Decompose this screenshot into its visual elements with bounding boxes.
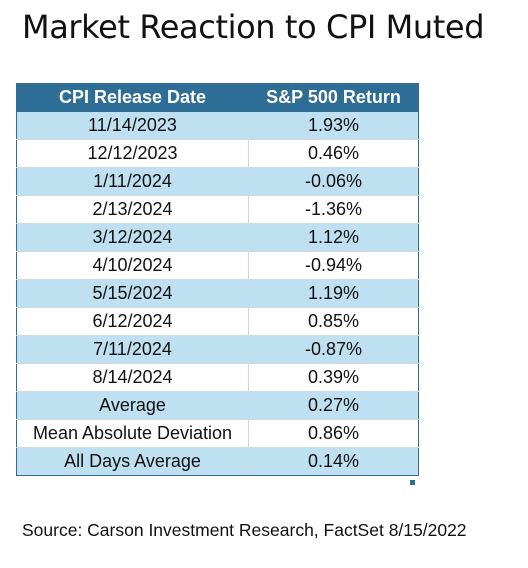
cell-release-date: 11/14/2023 [16, 111, 249, 140]
cell-sp500-return: 1.12% [248, 223, 419, 252]
cell-sp500-return: 0.85% [248, 307, 419, 336]
cell-sp500-return: -1.36% [248, 195, 419, 224]
table-row: 6/12/2024 0.85% [16, 307, 419, 336]
cell-sp500-return: 0.86% [248, 419, 419, 448]
table-row: 12/12/2023 0.46% [16, 139, 419, 168]
column-header-sp500-return: S&P 500 Return [248, 83, 419, 112]
table-row: Average 0.27% [16, 391, 419, 420]
cell-sp500-return: 1.93% [248, 111, 419, 140]
table-row: 5/15/2024 1.19% [16, 279, 419, 308]
table-row: 1/11/2024 -0.06% [16, 167, 419, 196]
cell-release-date: 3/12/2024 [16, 223, 249, 252]
cell-release-date: 2/13/2024 [16, 195, 249, 224]
cell-sp500-return: -0.87% [248, 335, 419, 364]
table-row: 3/12/2024 1.12% [16, 223, 419, 252]
cell-release-date: All Days Average [16, 447, 249, 476]
cell-release-date: 7/11/2024 [16, 335, 249, 364]
cell-release-date: Average [16, 391, 249, 420]
table-body: 11/14/2023 1.93% 12/12/2023 0.46% 1/11/2024-… [16, 111, 419, 476]
cell-sp500-return: 0.46% [248, 139, 419, 168]
source-note: Source: Carson Investment Research, Fact… [22, 520, 467, 540]
cell-sp500-return: 0.27% [248, 391, 419, 420]
table-row: 7/11/2024 -0.87% [16, 335, 419, 364]
cell-sp500-return: 0.14% [248, 447, 419, 476]
cell-sp500-return: 1.19% [248, 279, 419, 308]
table-row: 8/14/2024 0.39% [16, 363, 419, 392]
cell-sp500-return: 0.39% [248, 363, 419, 392]
table-row: 4/10/2024 -0.94% [16, 251, 419, 280]
cell-release-date: 5/15/2024 [16, 279, 249, 308]
column-header-release-date: CPI Release Date [16, 83, 249, 112]
cell-release-date: 12/12/2023 [16, 139, 249, 168]
cpi-returns-table: CPI Release Date S&P 500 Return 11/14/20… [16, 83, 419, 476]
table-resize-handle[interactable] [410, 480, 415, 485]
cell-release-date: 6/12/2024 [16, 307, 249, 336]
cell-release-date: 1/11/2024 [16, 167, 249, 196]
table-row: All Days Average 0.14% [16, 447, 419, 476]
cell-release-date: Mean Absolute Deviation [16, 419, 249, 448]
table-row: Mean Absolute Deviation 0.86% [16, 419, 419, 448]
table-row: 2/13/2024 -1.36% [16, 195, 419, 224]
cell-release-date: 8/14/2024 [16, 363, 249, 392]
cell-release-date: 4/10/2024 [16, 251, 249, 280]
cell-sp500-return: -0.06% [248, 167, 419, 196]
table-row: 11/14/2023 1.93% [16, 111, 419, 140]
table-header-row: CPI Release Date S&P 500 Return [16, 83, 419, 112]
page-title: Market Reaction to CPI Muted [22, 8, 485, 46]
cell-sp500-return: -0.94% [248, 251, 419, 280]
